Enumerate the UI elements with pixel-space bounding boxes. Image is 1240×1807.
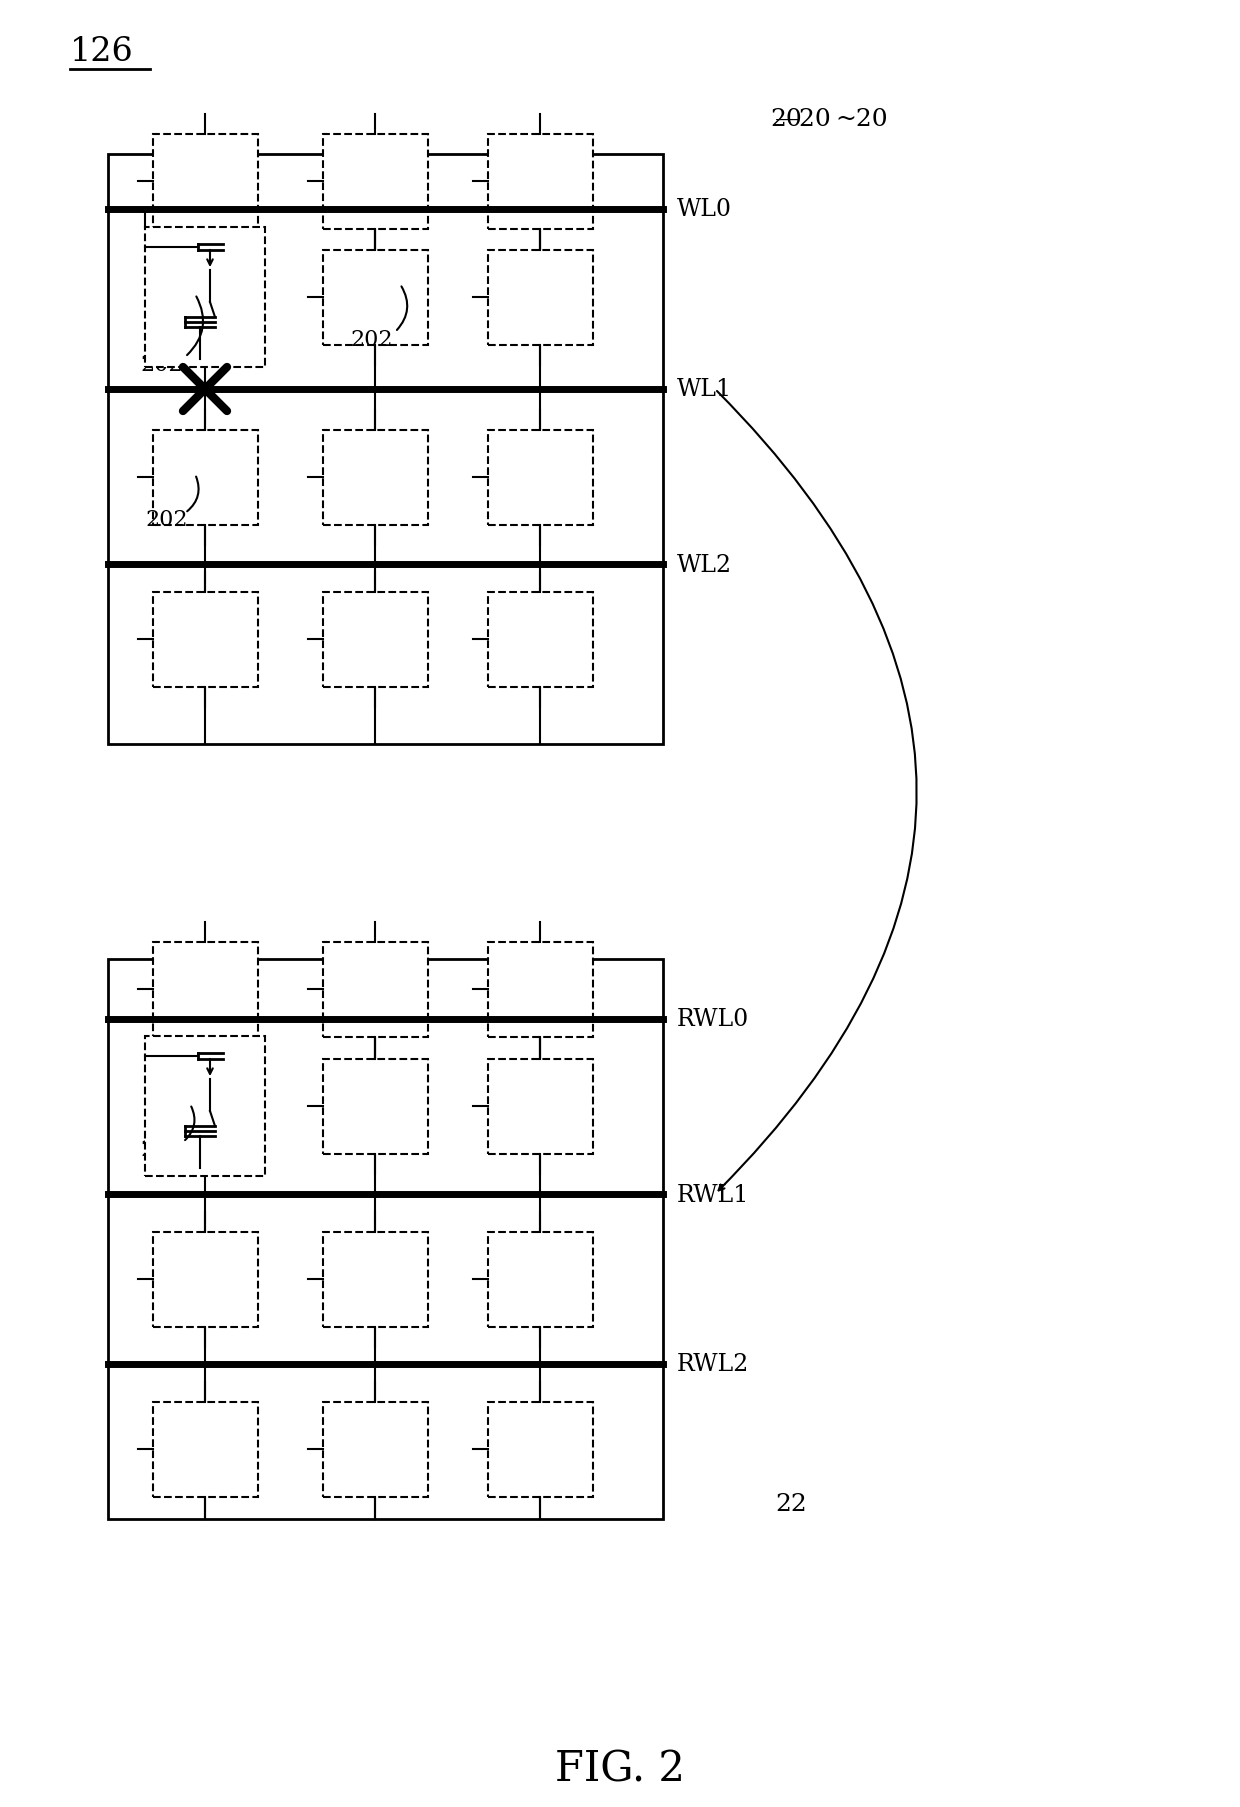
Bar bbox=[487, 941, 593, 1037]
Text: 202: 202 bbox=[350, 329, 393, 351]
Bar bbox=[322, 134, 428, 229]
Bar bbox=[108, 960, 663, 1520]
Text: 22: 22 bbox=[775, 1493, 807, 1516]
Bar bbox=[487, 1402, 593, 1496]
Bar bbox=[108, 155, 663, 744]
Bar bbox=[322, 941, 428, 1037]
Text: 202: 202 bbox=[140, 1138, 182, 1160]
Text: —20: —20 bbox=[775, 108, 832, 132]
Bar bbox=[153, 134, 258, 229]
Text: WL2: WL2 bbox=[677, 553, 732, 576]
Bar bbox=[153, 1402, 258, 1496]
Bar bbox=[487, 1232, 593, 1326]
Bar bbox=[322, 1232, 428, 1326]
Bar bbox=[322, 1402, 428, 1496]
Bar bbox=[487, 593, 593, 687]
Bar bbox=[145, 1037, 265, 1176]
Bar bbox=[322, 593, 428, 687]
Text: 20: 20 bbox=[770, 108, 802, 132]
Text: WL1: WL1 bbox=[677, 378, 732, 401]
Bar bbox=[487, 251, 593, 345]
Text: FIG. 2: FIG. 2 bbox=[556, 1747, 684, 1791]
Bar bbox=[322, 251, 428, 345]
Text: 126: 126 bbox=[69, 36, 134, 69]
Text: RWL0: RWL0 bbox=[677, 1008, 749, 1032]
Bar bbox=[322, 430, 428, 526]
Bar bbox=[487, 430, 593, 526]
Text: ~20: ~20 bbox=[835, 108, 888, 132]
Bar bbox=[153, 1232, 258, 1326]
Bar bbox=[153, 941, 258, 1037]
Text: RWL1: RWL1 bbox=[677, 1184, 749, 1205]
Bar bbox=[322, 1059, 428, 1155]
Bar bbox=[145, 228, 265, 369]
Bar bbox=[487, 1059, 593, 1155]
Bar bbox=[153, 593, 258, 687]
Text: WL0: WL0 bbox=[677, 199, 732, 222]
Text: RWL2: RWL2 bbox=[677, 1353, 749, 1375]
Text: 202: 202 bbox=[140, 354, 182, 376]
Bar bbox=[487, 134, 593, 229]
Text: 202: 202 bbox=[145, 510, 187, 531]
Bar bbox=[153, 430, 258, 526]
